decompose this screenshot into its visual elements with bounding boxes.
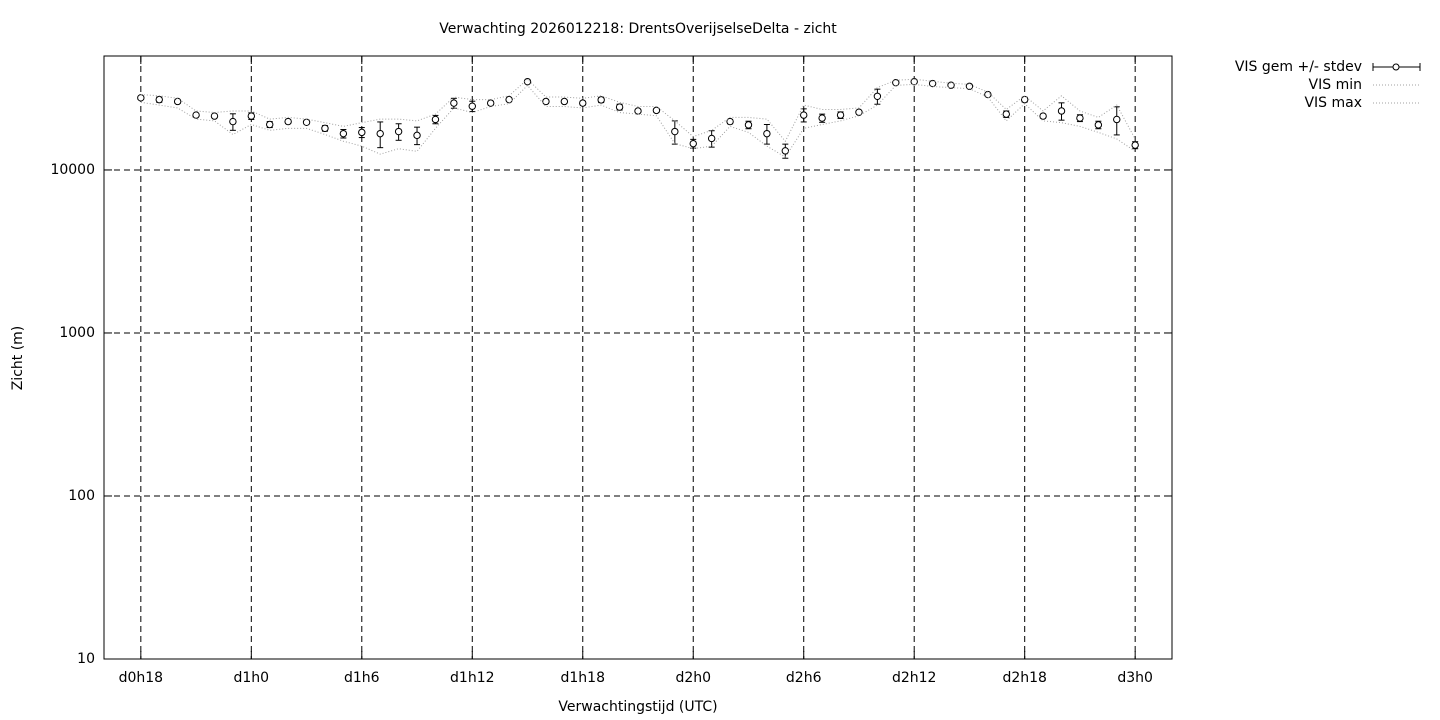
point	[707, 134, 716, 143]
x-tick-label: d1h12	[450, 670, 494, 686]
point	[1057, 107, 1066, 115]
point	[284, 117, 292, 126]
point	[266, 120, 274, 129]
point	[339, 129, 348, 138]
point	[321, 124, 329, 133]
envelope-line	[140, 78, 1136, 143]
point	[358, 128, 366, 137]
point	[173, 97, 182, 106]
y-axis-label: Zicht (m)	[10, 326, 26, 391]
point	[468, 102, 476, 110]
plot-frame	[103, 55, 1173, 660]
point	[247, 112, 256, 120]
point	[560, 97, 569, 106]
point	[155, 95, 163, 104]
x-tick-label: d0h18	[119, 670, 163, 686]
point	[1020, 95, 1029, 104]
point	[1094, 121, 1103, 129]
point	[542, 97, 550, 106]
point	[394, 127, 403, 136]
point	[1002, 110, 1010, 118]
point	[192, 111, 200, 119]
point	[984, 90, 992, 99]
point	[1131, 141, 1139, 149]
point	[229, 117, 237, 126]
point	[800, 111, 808, 119]
point	[855, 108, 863, 116]
point	[910, 77, 918, 86]
point	[413, 131, 421, 140]
point	[615, 103, 624, 111]
envelope-line	[140, 83, 1136, 158]
x-tick-label: d2h12	[892, 670, 936, 686]
x-tick-label: d2h18	[1002, 670, 1046, 686]
point	[597, 96, 605, 104]
point	[450, 99, 458, 107]
point	[1076, 114, 1084, 122]
point	[744, 121, 753, 129]
point	[726, 117, 734, 126]
point	[652, 106, 661, 115]
x-tick-label: d1h0	[234, 670, 270, 686]
point	[376, 129, 384, 138]
point	[689, 139, 697, 148]
point	[928, 79, 937, 88]
x-tick-label: d1h6	[344, 670, 380, 686]
point	[137, 94, 145, 102]
point	[818, 114, 826, 122]
x-tick-label: d2h6	[786, 670, 822, 686]
point	[873, 92, 882, 100]
point	[836, 111, 845, 119]
legend-label: VIS gem +/- stdev	[1235, 59, 1362, 75]
point	[781, 147, 790, 155]
legend-swatch	[1392, 63, 1400, 71]
point	[486, 99, 495, 107]
chart-title: Verwachting 2026012218: DrentsOverijsels…	[439, 21, 837, 37]
point	[431, 115, 440, 124]
x-tick-label: d3h0	[1117, 670, 1153, 686]
point	[892, 78, 900, 87]
y-tick-label: 1000	[59, 325, 95, 341]
point	[634, 107, 642, 115]
x-tick-label: d2h0	[675, 670, 711, 686]
point	[1039, 112, 1047, 120]
y-tick-label: 10000	[50, 162, 95, 178]
point	[763, 129, 771, 138]
legend-label: VIS min	[1309, 77, 1362, 93]
point	[1113, 115, 1121, 124]
y-tick-label: 100	[68, 488, 95, 504]
point	[210, 112, 219, 120]
point	[671, 127, 679, 136]
x-tick-label: d1h18	[561, 670, 605, 686]
point	[579, 99, 587, 107]
legend-label: VIS max	[1304, 95, 1362, 111]
point	[505, 95, 513, 104]
x-axis-label: Verwachtingstijd (UTC)	[558, 699, 717, 715]
y-tick-label: 10	[77, 651, 95, 667]
